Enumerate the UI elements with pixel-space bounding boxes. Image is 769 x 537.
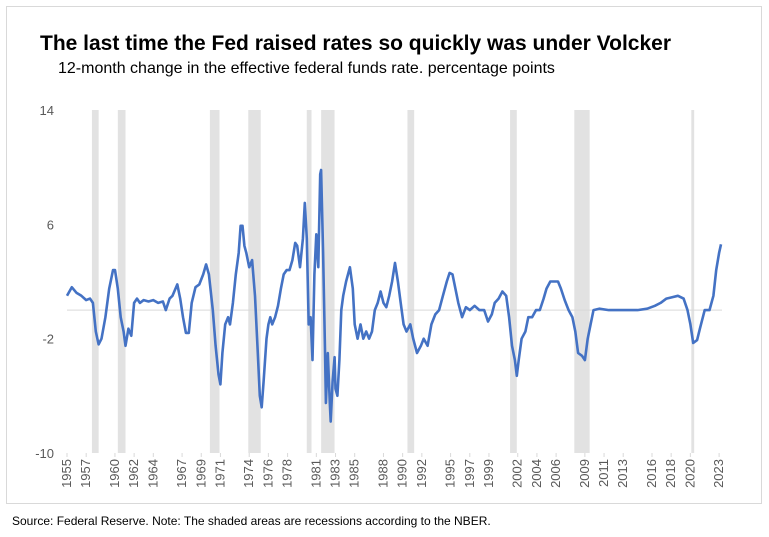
- x-tick-label: 1957: [78, 459, 93, 488]
- x-tick-label: 1983: [328, 459, 343, 488]
- y-tick-label: 14: [40, 103, 54, 118]
- x-tick-label: 1960: [107, 459, 122, 488]
- x-tick-label: 2023: [711, 459, 726, 488]
- recession-band: [306, 110, 312, 453]
- x-tick-label: 1995: [443, 459, 458, 488]
- source-note: Source: Federal Reserve. Note: The shade…: [12, 514, 491, 528]
- x-tick-label: 2009: [577, 459, 592, 488]
- x-tick-label: 2013: [615, 459, 630, 488]
- chart-frame: [6, 6, 762, 504]
- x-tick-label: 2004: [529, 459, 544, 488]
- x-tick-label: 2018: [663, 459, 678, 488]
- x-tick-label: 1955: [59, 459, 74, 488]
- x-tick-label: 1962: [126, 459, 141, 488]
- chart-subtitle: 12-month change in the effective federal…: [58, 60, 555, 77]
- x-tick-label: 1981: [308, 459, 323, 488]
- y-tick-label: -2: [42, 332, 54, 347]
- x-tick-label: 1997: [462, 459, 477, 488]
- x-tick-label: 1964: [145, 459, 160, 488]
- x-tick-label: 1974: [241, 459, 256, 488]
- recession-band: [407, 110, 415, 453]
- x-tick-label: 2020: [682, 459, 697, 488]
- chart-title: The last time the Fed raised rates so qu…: [40, 32, 671, 55]
- x-tick-label: 1978: [280, 459, 295, 488]
- data-line: [65, 168, 723, 423]
- x-tick-label: 1976: [260, 459, 275, 488]
- x-tick-label: 1971: [212, 459, 227, 488]
- x-tick-label: 1988: [375, 459, 390, 488]
- recession-band: [91, 110, 99, 453]
- x-tick-label: 1999: [481, 459, 496, 488]
- x-tick-label: 1985: [347, 459, 362, 488]
- y-tick-label: 6: [47, 217, 54, 232]
- y-tick-label: -10: [35, 446, 54, 461]
- recession-band: [117, 110, 126, 453]
- x-tick-label: 2006: [548, 459, 563, 488]
- recession-band: [691, 110, 695, 453]
- recession-band: [209, 110, 220, 453]
- recession-band: [574, 110, 590, 453]
- x-tick-label: 2011: [596, 459, 611, 487]
- x-tick-label: 2016: [644, 459, 659, 488]
- x-tick-label: 1990: [395, 459, 410, 488]
- x-tick-label: 1992: [414, 459, 429, 488]
- x-tick-label: 1967: [174, 459, 189, 488]
- recession-band: [510, 110, 517, 453]
- x-tick-label: 1969: [193, 459, 208, 488]
- x-tick-label: 2002: [510, 459, 525, 488]
